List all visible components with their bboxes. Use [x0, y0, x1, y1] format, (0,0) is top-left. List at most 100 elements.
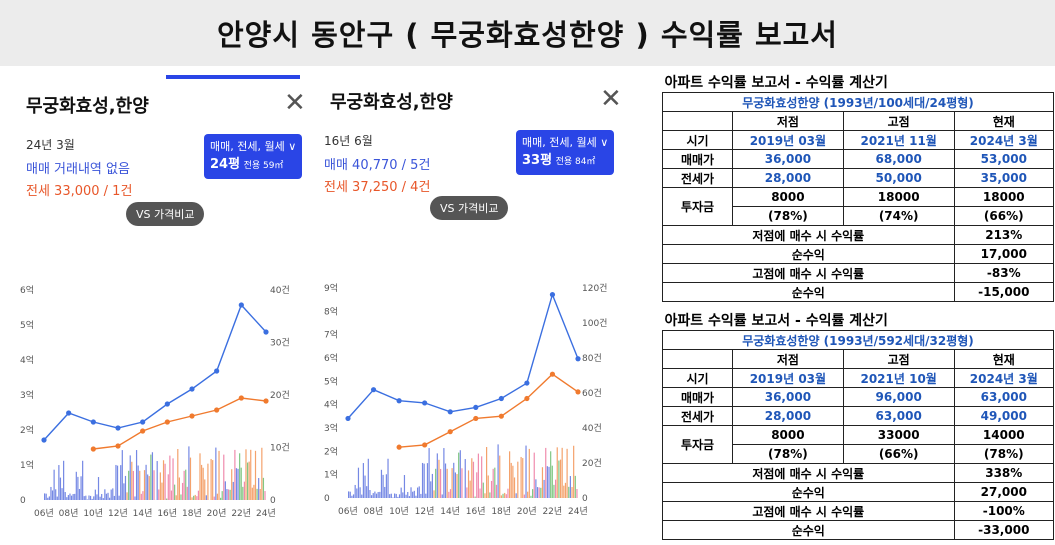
y-tick-label: 6억 — [20, 284, 34, 296]
volume-bar — [56, 496, 58, 500]
volume-bar — [545, 447, 547, 498]
volume-bar — [69, 493, 71, 500]
volume-bar — [129, 455, 131, 500]
volume-bar — [205, 495, 207, 500]
volume-bar — [533, 452, 535, 498]
col-now: 현재 — [953, 111, 1055, 131]
volume-bar — [357, 467, 360, 498]
volume-bar — [449, 489, 452, 498]
volume-bar — [536, 487, 539, 498]
x-tick-label: 06년 — [34, 508, 54, 519]
trade-type-filter[interactable]: 매매, 전세, 월세 ∨ 24평 전용 59㎡ — [204, 134, 303, 179]
high-net-row: 순수익 -15,000 — [662, 282, 1055, 302]
volume-bar — [70, 495, 73, 500]
volume-bar — [502, 493, 504, 498]
data-point — [263, 398, 269, 404]
x-tick-label: 24년 — [568, 506, 588, 517]
data-point — [473, 404, 479, 410]
volume-bar — [563, 485, 565, 498]
high-net-row: 순수익 -33,000 — [662, 520, 1055, 540]
volume-bar — [492, 468, 494, 498]
volume-bar — [461, 468, 463, 498]
cell: (78%) — [732, 206, 844, 226]
volume-bar — [105, 493, 108, 500]
volume-bar — [101, 493, 103, 500]
volume-bar — [395, 493, 397, 498]
volume-bar — [352, 494, 355, 498]
volume-bar — [243, 481, 245, 500]
volume-bar — [85, 495, 87, 500]
volume-bar — [118, 495, 120, 500]
y-tick-label: 8억 — [324, 305, 338, 317]
filter-area: 전용 84㎡ — [555, 157, 596, 167]
filter-size: 24평 — [210, 157, 241, 172]
volume-bar — [464, 459, 466, 498]
x-tick-label: 20년 — [517, 506, 537, 517]
y-tick-label: 7억 — [324, 329, 338, 341]
volume-bar — [436, 453, 438, 498]
volume-bar — [237, 468, 239, 500]
price-chart-33: 9억 8억 7억 6억 5억 4억 3억 2억 1억 0 120건 100건 80건 60건 40건 20건 0… — [324, 282, 607, 517]
volume-bar — [177, 449, 179, 500]
table-subtitle: 무궁화효성한양 (1993년/100세대/24평형) — [662, 92, 1054, 112]
row-label: 매매가 — [662, 387, 733, 407]
cell: 2021년 11월 — [842, 130, 955, 150]
volume-bar — [367, 458, 369, 498]
close-icon[interactable]: ✕ — [284, 88, 306, 118]
cell: 14000 — [953, 425, 1055, 445]
volume-bar — [410, 487, 412, 498]
volume-bar — [428, 448, 430, 498]
cell: 17,000 — [953, 244, 1055, 264]
volume-bar — [166, 498, 168, 500]
volume-bar — [377, 492, 379, 498]
data-point — [473, 415, 479, 422]
row-label: 시기 — [662, 368, 733, 388]
volume-bar — [513, 477, 516, 498]
volume-bar — [397, 496, 399, 498]
volume-bar — [451, 468, 453, 498]
volume-bar — [574, 475, 576, 498]
sale-row: 매매가 36,000 68,000 53,000 — [662, 149, 1055, 169]
vs-compare-button[interactable]: VS 가격비교 — [126, 202, 205, 226]
volume-bar — [559, 459, 562, 498]
cell: 8000 — [732, 425, 844, 445]
volume-bar — [387, 458, 389, 498]
volume-bar — [495, 484, 498, 498]
volume-bar — [487, 475, 489, 498]
mid-chart-panel: 무궁화효성,한양 ✕ 16년 6월 매매 40,770 / 5건 전세 37,2… — [312, 72, 630, 540]
volume-bar — [202, 467, 204, 500]
data-point — [238, 395, 244, 401]
y-tick-label: 4억 — [324, 399, 338, 411]
data-point — [524, 380, 530, 386]
volume-bar — [64, 492, 66, 500]
volume-bar — [242, 486, 244, 500]
period-row: 시기 2019년 03월 2021년 10월 2024년 3월 — [662, 368, 1055, 388]
x-tick-label: 18년 — [491, 506, 511, 517]
volume-bar — [175, 495, 177, 500]
volume-bar — [356, 488, 358, 498]
volume-bar — [361, 494, 363, 498]
trade-type-filter[interactable]: 매매, 전세, 월세 ∨ 33평 전용 84㎡ — [516, 130, 615, 175]
volume-bar — [472, 461, 475, 498]
y2-tick-label: 20건 — [270, 390, 290, 401]
volume-bar — [196, 496, 198, 500]
vs-compare-button[interactable]: VS 가격비교 — [430, 196, 509, 220]
volume-bar — [471, 458, 473, 498]
y2-tick-label: 100건 — [582, 318, 607, 329]
volume-bar — [482, 482, 484, 498]
invest-row: 투자금 8000 18000 18000 — [662, 187, 1055, 226]
volume-bar — [430, 481, 432, 498]
volume-bar — [186, 486, 188, 500]
volume-bar — [379, 491, 381, 498]
data-point — [164, 419, 170, 425]
volume-bar — [349, 491, 351, 498]
x-tick-label: 08년 — [364, 506, 384, 517]
cell: 2019년 03월 — [732, 368, 844, 388]
table-subtitle: 무궁화효성한양 (1993년/592세대/32평형) — [662, 330, 1054, 350]
selected-date: 24년 3월 — [26, 138, 75, 152]
cell: (74%) — [842, 206, 955, 226]
volume-bar — [431, 473, 433, 498]
volume-bar — [254, 450, 257, 500]
close-icon[interactable]: ✕ — [600, 84, 622, 114]
x-tick-label: 22년 — [542, 506, 562, 517]
